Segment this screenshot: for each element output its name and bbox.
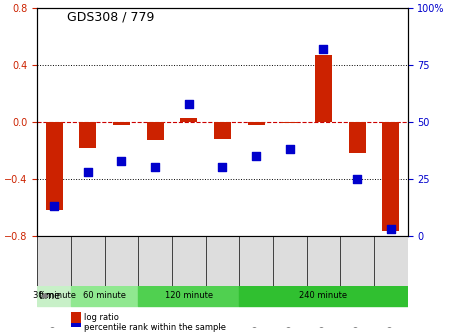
- Point: [185, 101, 192, 107]
- Point: [252, 153, 260, 159]
- Point: [353, 176, 361, 181]
- Text: time: time: [39, 291, 61, 301]
- Bar: [37, 286, 71, 306]
- Bar: [214, 122, 231, 139]
- Bar: [273, 236, 307, 286]
- Bar: [138, 286, 239, 306]
- Bar: [374, 236, 408, 286]
- Text: GDS308 / 779: GDS308 / 779: [67, 10, 155, 23]
- Point: [84, 169, 91, 175]
- Bar: [282, 122, 298, 123]
- Point: [151, 165, 158, 170]
- Bar: [46, 122, 62, 210]
- Bar: [71, 236, 105, 286]
- Bar: [105, 236, 138, 286]
- Bar: [307, 236, 340, 286]
- Text: 60 minute: 60 minute: [83, 291, 126, 300]
- Point: [50, 203, 57, 209]
- Bar: [37, 236, 71, 286]
- Bar: [315, 55, 332, 122]
- Text: 240 minute: 240 minute: [299, 291, 348, 300]
- Bar: [349, 122, 365, 153]
- Bar: [79, 122, 96, 148]
- Bar: [248, 122, 264, 125]
- Bar: [239, 286, 408, 306]
- Bar: [138, 236, 172, 286]
- FancyBboxPatch shape: [71, 312, 81, 323]
- Text: 120 minute: 120 minute: [165, 291, 213, 300]
- Bar: [239, 236, 273, 286]
- Text: log ratio: log ratio: [84, 313, 119, 322]
- Bar: [113, 122, 130, 125]
- Point: [387, 226, 394, 232]
- Bar: [340, 236, 374, 286]
- Text: 30 minute: 30 minute: [33, 291, 75, 300]
- Point: [118, 158, 125, 163]
- Point: [286, 146, 293, 152]
- Bar: [206, 236, 239, 286]
- Bar: [383, 122, 399, 232]
- Bar: [180, 118, 197, 122]
- Bar: [147, 122, 163, 140]
- Point: [320, 46, 327, 52]
- FancyBboxPatch shape: [71, 323, 81, 333]
- Bar: [172, 236, 206, 286]
- Bar: [71, 286, 138, 306]
- Text: percentile rank within the sample: percentile rank within the sample: [84, 323, 226, 332]
- Point: [219, 165, 226, 170]
